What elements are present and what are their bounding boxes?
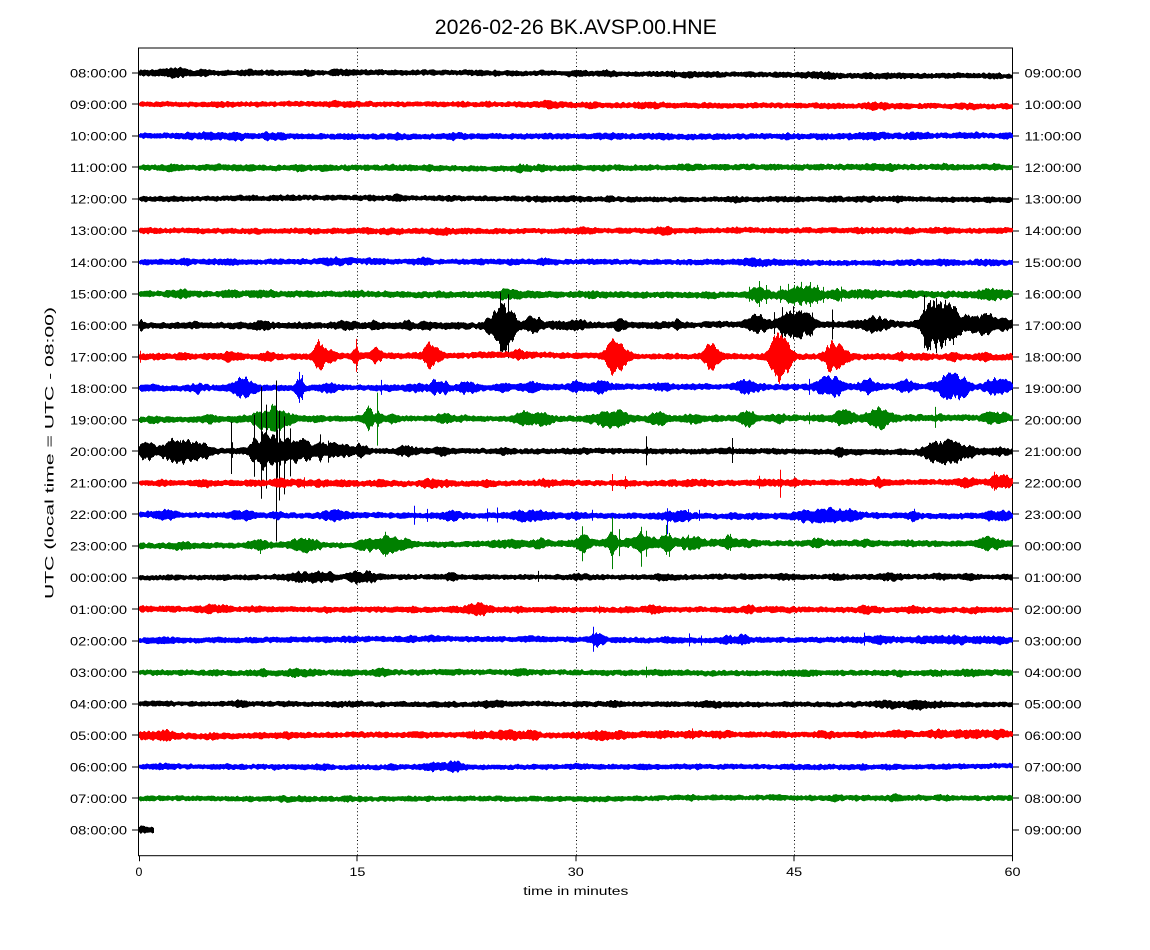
svg-text:00:00:00: 00:00:00	[1025, 540, 1082, 554]
svg-text:12:00:00: 12:00:00	[1025, 161, 1082, 175]
svg-text:05:00:00: 05:00:00	[70, 729, 127, 743]
svg-text:05:00:00: 05:00:00	[1025, 697, 1082, 711]
svg-text:12:00:00: 12:00:00	[70, 193, 127, 207]
svg-text:19:00:00: 19:00:00	[1025, 382, 1082, 396]
svg-text:06:00:00: 06:00:00	[70, 761, 127, 775]
svg-text:14:00:00: 14:00:00	[1025, 224, 1082, 238]
svg-text:11:00:00: 11:00:00	[70, 161, 127, 175]
svg-text:01:00:00: 01:00:00	[1025, 571, 1082, 585]
svg-text:08:00:00: 08:00:00	[70, 67, 127, 81]
svg-text:21:00:00: 21:00:00	[70, 477, 127, 491]
svg-text:13:00:00: 13:00:00	[70, 224, 127, 238]
svg-text:20:00:00: 20:00:00	[1025, 414, 1082, 428]
svg-text:01:00:00: 01:00:00	[70, 603, 127, 617]
svg-text:18:00:00: 18:00:00	[70, 382, 127, 396]
svg-text:02:00:00: 02:00:00	[1025, 603, 1082, 617]
svg-text:03:00:00: 03:00:00	[1025, 634, 1082, 648]
svg-text:0: 0	[136, 865, 143, 879]
svg-text:15:00:00: 15:00:00	[70, 287, 127, 301]
svg-text:08:00:00: 08:00:00	[70, 824, 127, 838]
svg-text:09:00:00: 09:00:00	[70, 98, 127, 112]
svg-text:09:00:00: 09:00:00	[1025, 824, 1082, 838]
svg-text:21:00:00: 21:00:00	[1025, 445, 1082, 459]
svg-text:09:00:00: 09:00:00	[1025, 67, 1082, 81]
svg-text:10:00:00: 10:00:00	[70, 130, 127, 144]
svg-text:60: 60	[1005, 865, 1021, 879]
svg-text:11:00:00: 11:00:00	[1025, 130, 1082, 144]
svg-text:UTC (local time = UTC - 08:00): UTC (local time = UTC - 08:00)	[43, 307, 57, 599]
svg-text:22:00:00: 22:00:00	[70, 508, 127, 522]
svg-text:19:00:00: 19:00:00	[70, 414, 127, 428]
svg-text:14:00:00: 14:00:00	[70, 256, 127, 270]
svg-text:16:00:00: 16:00:00	[1025, 287, 1082, 301]
svg-text:07:00:00: 07:00:00	[70, 792, 127, 806]
svg-text:08:00:00: 08:00:00	[1025, 792, 1082, 806]
svg-text:22:00:00: 22:00:00	[1025, 477, 1082, 491]
svg-text:30: 30	[568, 865, 584, 879]
svg-text:23:00:00: 23:00:00	[1025, 508, 1082, 522]
svg-text:45: 45	[786, 865, 802, 879]
svg-text:07:00:00: 07:00:00	[1025, 761, 1082, 775]
svg-text:18:00:00: 18:00:00	[1025, 350, 1082, 364]
svg-text:time in minutes: time in minutes	[523, 884, 628, 898]
svg-text:04:00:00: 04:00:00	[70, 697, 127, 711]
svg-text:20:00:00: 20:00:00	[70, 445, 127, 459]
svg-text:00:00:00: 00:00:00	[70, 571, 127, 585]
svg-text:04:00:00: 04:00:00	[1025, 666, 1082, 680]
svg-text:16:00:00: 16:00:00	[70, 319, 127, 333]
svg-text:02:00:00: 02:00:00	[70, 634, 127, 648]
svg-text:15:00:00: 15:00:00	[1025, 256, 1082, 270]
svg-text:03:00:00: 03:00:00	[70, 666, 127, 680]
svg-text:10:00:00: 10:00:00	[1025, 98, 1082, 112]
svg-text:13:00:00: 13:00:00	[1025, 193, 1082, 207]
svg-text:06:00:00: 06:00:00	[1025, 729, 1082, 743]
svg-text:2026-02-26 BK.AVSP.00.HNE: 2026-02-26 BK.AVSP.00.HNE	[435, 16, 717, 39]
svg-text:15: 15	[349, 865, 365, 879]
svg-text:17:00:00: 17:00:00	[1025, 319, 1082, 333]
svg-text:23:00:00: 23:00:00	[70, 540, 127, 554]
svg-text:17:00:00: 17:00:00	[70, 350, 127, 364]
